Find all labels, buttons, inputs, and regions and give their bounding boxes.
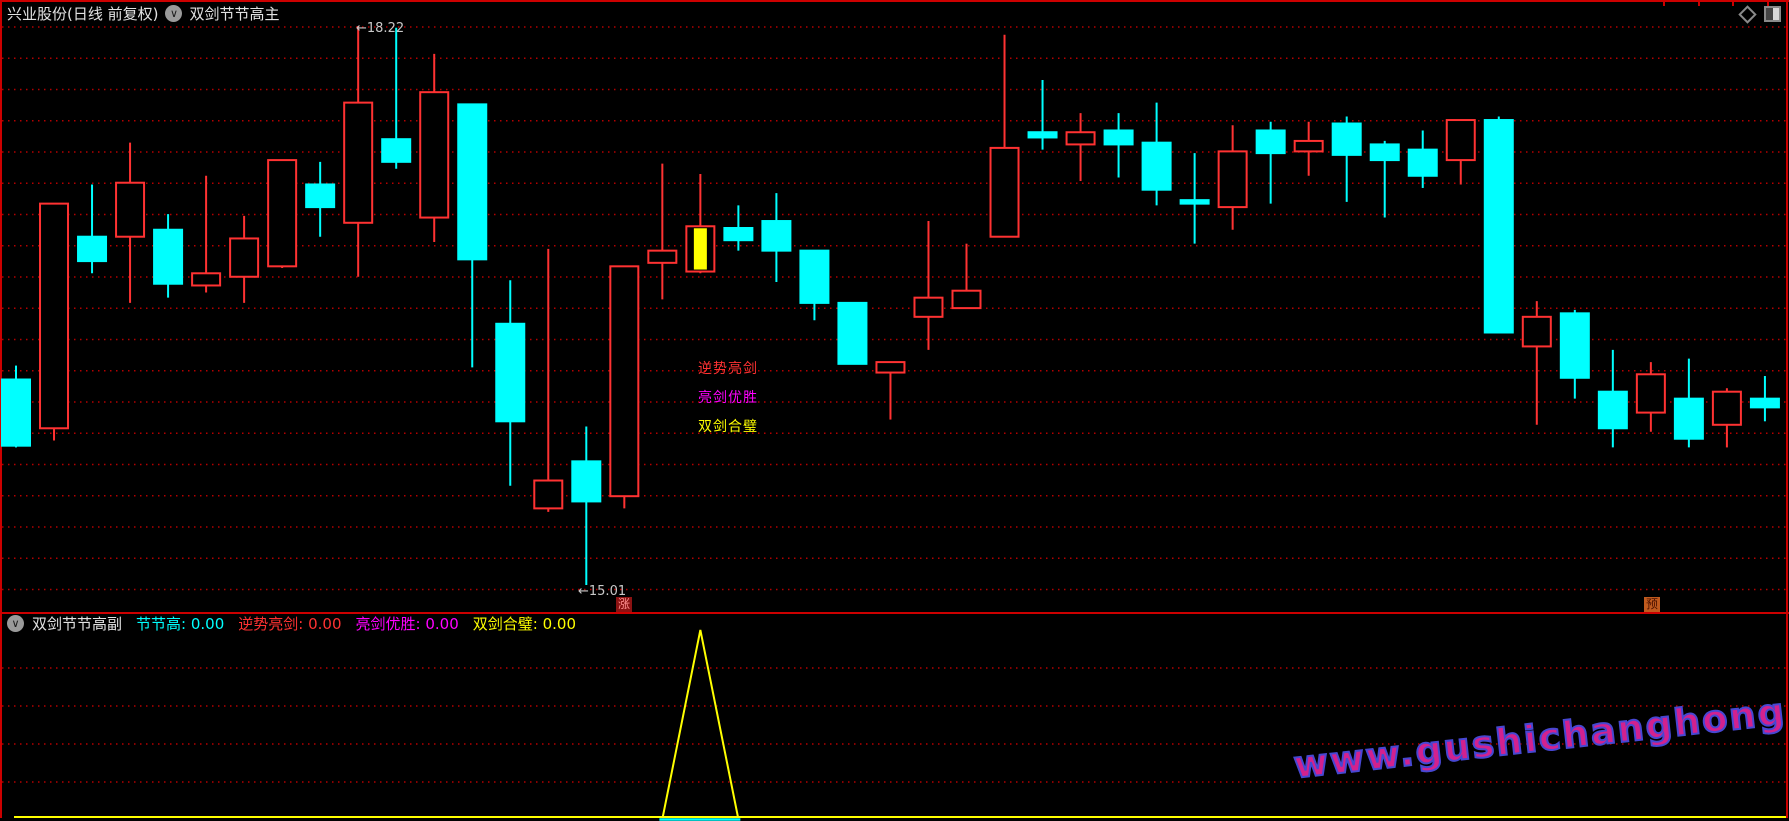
candle[interactable]	[989, 34, 1020, 238]
candle[interactable]	[115, 142, 146, 303]
window-border-right	[1786, 0, 1788, 818]
main-grid	[2, 0, 1786, 783]
candle[interactable]	[77, 184, 108, 274]
candle[interactable]	[571, 426, 602, 585]
candle[interactable]	[1293, 121, 1324, 176]
candle[interactable]	[1103, 113, 1134, 178]
candle[interactable]	[495, 280, 526, 486]
candle[interactable]	[609, 265, 640, 509]
candle[interactable]	[229, 215, 260, 303]
candle[interactable]	[153, 214, 184, 298]
candle[interactable]	[1749, 376, 1780, 422]
candle[interactable]	[343, 26, 374, 277]
candle[interactable]	[1673, 358, 1704, 448]
panel-corner-icons	[1738, 4, 1781, 24]
panel-layout-icon[interactable]	[1764, 6, 1781, 22]
candle[interactable]	[1217, 125, 1248, 230]
candle[interactable]	[419, 53, 450, 242]
candle[interactable]	[1445, 119, 1476, 185]
signal-label-shuangjianhebi: 双剑合璧	[698, 419, 758, 435]
signal-spike-triangle	[661, 629, 739, 818]
sub-indicator-header: ∨ 双剑节节高副 节节高: 0.00 逆势亮剑: 0.00 亮剑优胜: 0.00…	[7, 613, 576, 634]
candle[interactable]	[1521, 301, 1552, 425]
candle[interactable]	[1407, 130, 1438, 188]
candle[interactable]	[837, 301, 868, 365]
main-indicator-title: 双剑节节高主	[189, 4, 280, 23]
candle[interactable]	[723, 205, 754, 251]
signal-candle-fill	[693, 228, 707, 270]
field-value: 0.00	[425, 614, 459, 633]
field-liangjianyousheng: 亮剑优胜: 0.00	[356, 613, 459, 634]
candle[interactable]	[1711, 388, 1742, 448]
candle[interactable]	[1065, 113, 1096, 181]
candle[interactable]	[761, 193, 792, 282]
candle[interactable]	[1179, 153, 1210, 244]
candle[interactable]	[191, 175, 222, 293]
field-nishiliangjian: 逆势亮剑: 0.00	[238, 613, 341, 634]
field-label: 亮剑优胜:	[355, 614, 421, 633]
candle[interactable]	[1141, 102, 1172, 206]
field-label: 双剑合璧:	[472, 614, 538, 633]
candle[interactable]	[305, 161, 336, 237]
candle[interactable]	[1559, 309, 1590, 399]
candle[interactable]	[685, 174, 716, 274]
window-border-top	[0, 0, 1789, 2]
yu-marker-badge: 预	[1644, 597, 1660, 612]
title-bar: 兴业股份(日线 前复权) ∨ 双剑节节高主	[7, 3, 280, 23]
candle[interactable]	[799, 249, 830, 321]
candle[interactable]	[951, 243, 982, 310]
candle[interactable]	[457, 103, 488, 368]
candle[interactable]	[39, 202, 70, 441]
zhang-marker-badge: 涨	[616, 597, 632, 612]
field-shuangjianhebi: 双剑合璧: 0.00	[473, 613, 576, 634]
diamond-icon[interactable]	[1738, 4, 1757, 24]
field-label: 节节高:	[136, 614, 187, 633]
chevron-down-icon[interactable]: ∨	[7, 614, 24, 632]
candle[interactable]	[1597, 349, 1628, 448]
signal-label-nishiliangjian: 逆势亮剑	[698, 361, 758, 377]
candles[interactable]	[1, 26, 1780, 585]
field-jiejiegao: 节节高: 0.00	[136, 613, 224, 634]
stock-title: 兴业股份(日线 前复权)	[7, 4, 159, 23]
field-value: 0.00	[308, 614, 342, 633]
candle[interactable]	[913, 221, 944, 350]
field-value: 0.00	[190, 614, 225, 633]
candle[interactable]	[1635, 362, 1666, 432]
field-label: 逆势亮剑:	[238, 614, 304, 633]
candle[interactable]	[1, 365, 31, 448]
candle[interactable]	[647, 163, 678, 300]
candle[interactable]	[1027, 79, 1058, 150]
candle[interactable]	[1331, 116, 1362, 202]
low-price-label: ←15.01	[578, 584, 627, 599]
candle[interactable]	[267, 159, 298, 269]
candle[interactable]	[381, 27, 412, 169]
signal-label-liangjianyousheng: 亮剑优胜	[698, 390, 758, 406]
field-value: 0.00	[542, 614, 577, 633]
sub-indicator	[14, 629, 1786, 821]
candle[interactable]	[1255, 121, 1286, 204]
candle[interactable]	[875, 361, 906, 420]
candle[interactable]	[1369, 140, 1400, 218]
candle[interactable]	[1483, 116, 1514, 334]
sub-indicator-title: 双剑节节高副	[32, 614, 123, 633]
candle[interactable]	[533, 248, 564, 512]
chevron-down-icon[interactable]: ∨	[165, 4, 183, 22]
high-price-label: ←18.22	[356, 21, 405, 36]
